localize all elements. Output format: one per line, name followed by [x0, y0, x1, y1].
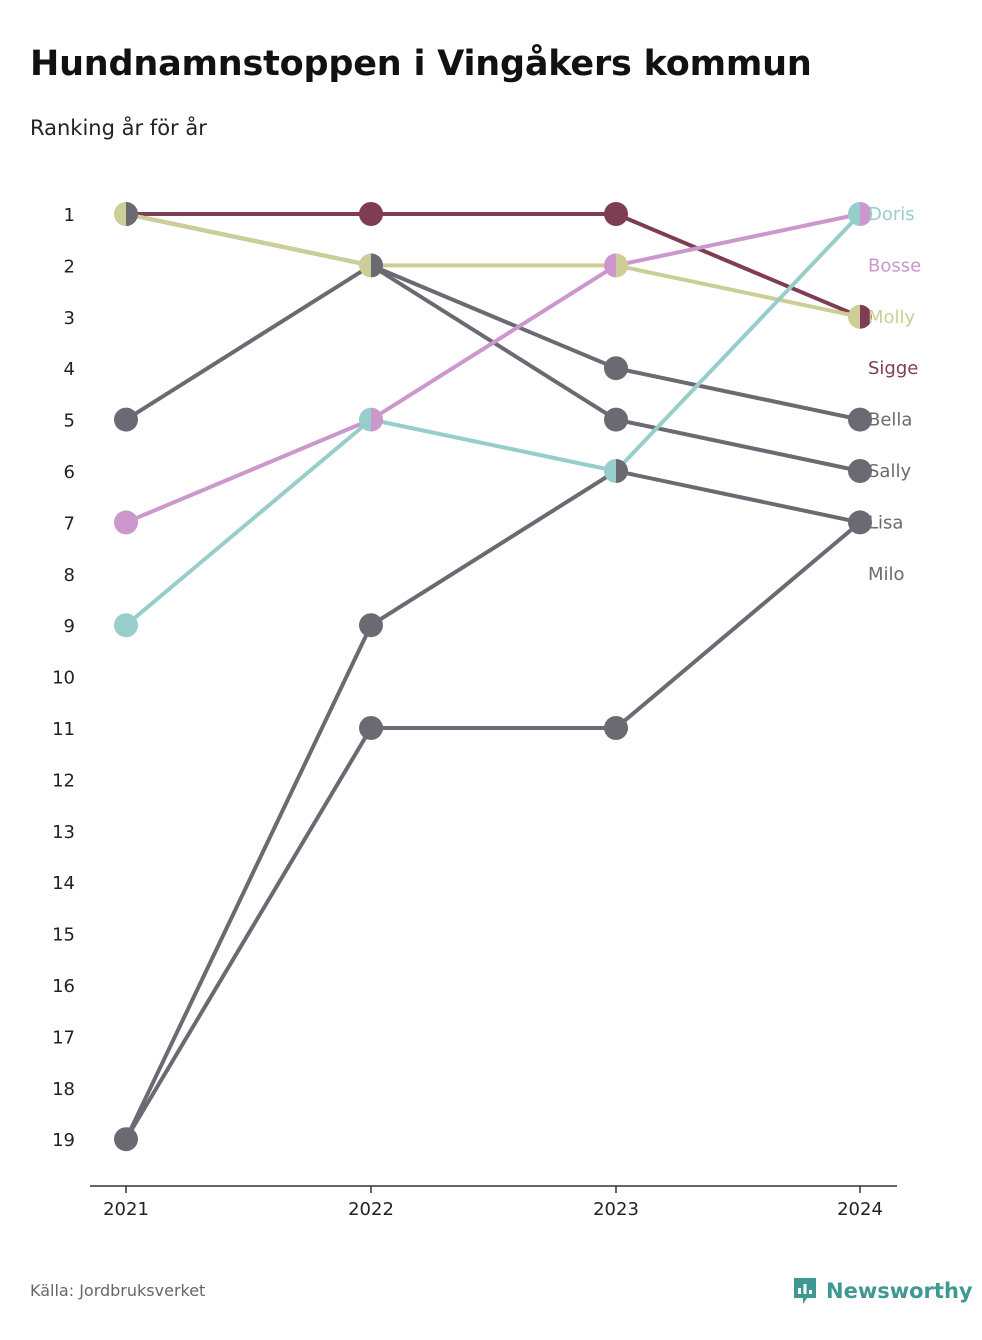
brand-name: Newsworthy	[826, 1279, 973, 1303]
series-line-molly	[124, 212, 862, 319]
point-lisa-2022	[359, 613, 383, 638]
series-label-milo: Milo	[868, 564, 905, 585]
y-tick-label: 15	[52, 925, 75, 946]
series-label-sigge: Sigge	[868, 358, 918, 379]
point-doris-bosse-2024-left-half	[848, 202, 860, 226]
chart-title: Hundnamnstoppen i Vingåkers kommun	[30, 44, 812, 84]
y-tick-label: 18	[52, 1079, 75, 1100]
series-line-lisa	[124, 469, 862, 1142]
y-tick-label: 6	[64, 462, 75, 483]
series-line-bosse	[124, 212, 862, 525]
y-tick-label: 3	[64, 308, 75, 329]
point-doris-lisa-2023-right-half	[616, 459, 628, 483]
point-molly-sigge-sally-2021-right-half	[126, 202, 138, 226]
y-tick-label: 11	[52, 719, 75, 740]
point-sally-2024	[848, 459, 872, 483]
y-tick-label: 12	[52, 770, 75, 791]
point-milo-2022	[359, 716, 383, 740]
y-tick-label: 16	[52, 976, 75, 997]
point-doris-bosse-2022-right-half	[371, 407, 383, 432]
point-bella-2021	[114, 407, 138, 432]
point-doris-lisa-2023	[604, 459, 628, 483]
point-milo-2023	[604, 716, 628, 740]
y-tick-label: 9	[64, 616, 75, 637]
y-tick-label: 1	[64, 205, 75, 226]
y-tick-label: 17	[52, 1027, 75, 1048]
point-sally-2023	[604, 407, 628, 432]
series-labels: Doris Bosse Molly Sigge Bella Sally Lisa Milo	[868, 204, 921, 585]
x-axis-ticks: 2021 2022 2023 2024	[103, 1186, 883, 1220]
point-lisa-milo-2021	[114, 1127, 138, 1152]
series-points	[114, 202, 873, 1152]
chart-subtitle: Ranking år för år	[30, 116, 207, 140]
point-sigge-2022	[359, 202, 383, 226]
point-molly-bella-sally-2022-left-half	[359, 253, 371, 278]
point-doris-2021	[114, 613, 138, 638]
point-doris-bosse-2022	[359, 407, 383, 432]
brand-logo: Newsworthy	[792, 1276, 973, 1306]
series-line-bella	[124, 263, 862, 422]
y-tick-label: 7	[64, 513, 75, 534]
point-bosse-2021	[114, 510, 138, 535]
point-bosse-molly-2023-left-half	[604, 253, 616, 278]
point-bella-2023	[604, 356, 628, 381]
series-line-milo	[124, 520, 862, 1142]
series-label-sally: Sally	[868, 461, 911, 482]
newsworthy-logo-icon	[794, 1278, 816, 1304]
point-bosse-molly-2023-right-half	[616, 253, 628, 278]
x-tick-label: 2022	[348, 1199, 394, 1220]
series-line-doris	[124, 212, 862, 628]
series-label-bosse: Bosse	[868, 255, 921, 276]
point-molly-sigge-2024	[848, 304, 873, 329]
point-molly-sigge-2024-left-half	[848, 304, 860, 329]
point-sigge-2023	[604, 202, 628, 226]
point-molly-sigge-sally-2021	[114, 202, 138, 226]
point-molly-bella-sally-2022	[359, 253, 383, 278]
series-label-bella: Bella	[868, 410, 912, 431]
point-bosse-molly-2023	[604, 253, 628, 278]
y-tick-label: 10	[52, 668, 75, 689]
point-lisa-milo-2024	[848, 510, 872, 535]
point-molly-sigge-2024-right-half	[860, 304, 873, 329]
y-tick-label: 4	[64, 359, 75, 380]
source-note: Källa: Jordbruksverket	[30, 1281, 206, 1300]
x-tick-label: 2021	[103, 1199, 149, 1220]
point-doris-bosse-2022-left-half	[359, 407, 371, 432]
point-doris-lisa-2023-left-half	[604, 459, 616, 483]
point-bella-2024	[848, 407, 872, 432]
y-tick-label: 13	[52, 822, 75, 843]
y-tick-label: 19	[52, 1130, 75, 1151]
y-tick-label: 5	[64, 411, 75, 432]
x-tick-label: 2024	[837, 1199, 883, 1220]
point-doris-bosse-2024	[848, 202, 872, 226]
series-lines	[124, 212, 862, 1142]
point-molly-sigge-sally-2021-left-half	[114, 202, 126, 226]
point-doris-bosse-2024-right-half	[860, 202, 872, 226]
x-tick-label: 2023	[593, 1199, 639, 1220]
y-tick-label: 2	[64, 256, 75, 277]
y-tick-label: 8	[64, 565, 75, 586]
y-tick-label: 14	[52, 873, 75, 894]
series-line-sigge	[124, 212, 862, 319]
series-label-lisa: Lisa	[868, 512, 903, 533]
point-molly-bella-sally-2022-right-half	[371, 253, 383, 278]
series-label-doris: Doris	[868, 204, 915, 225]
series-label-molly: Molly	[868, 307, 916, 328]
